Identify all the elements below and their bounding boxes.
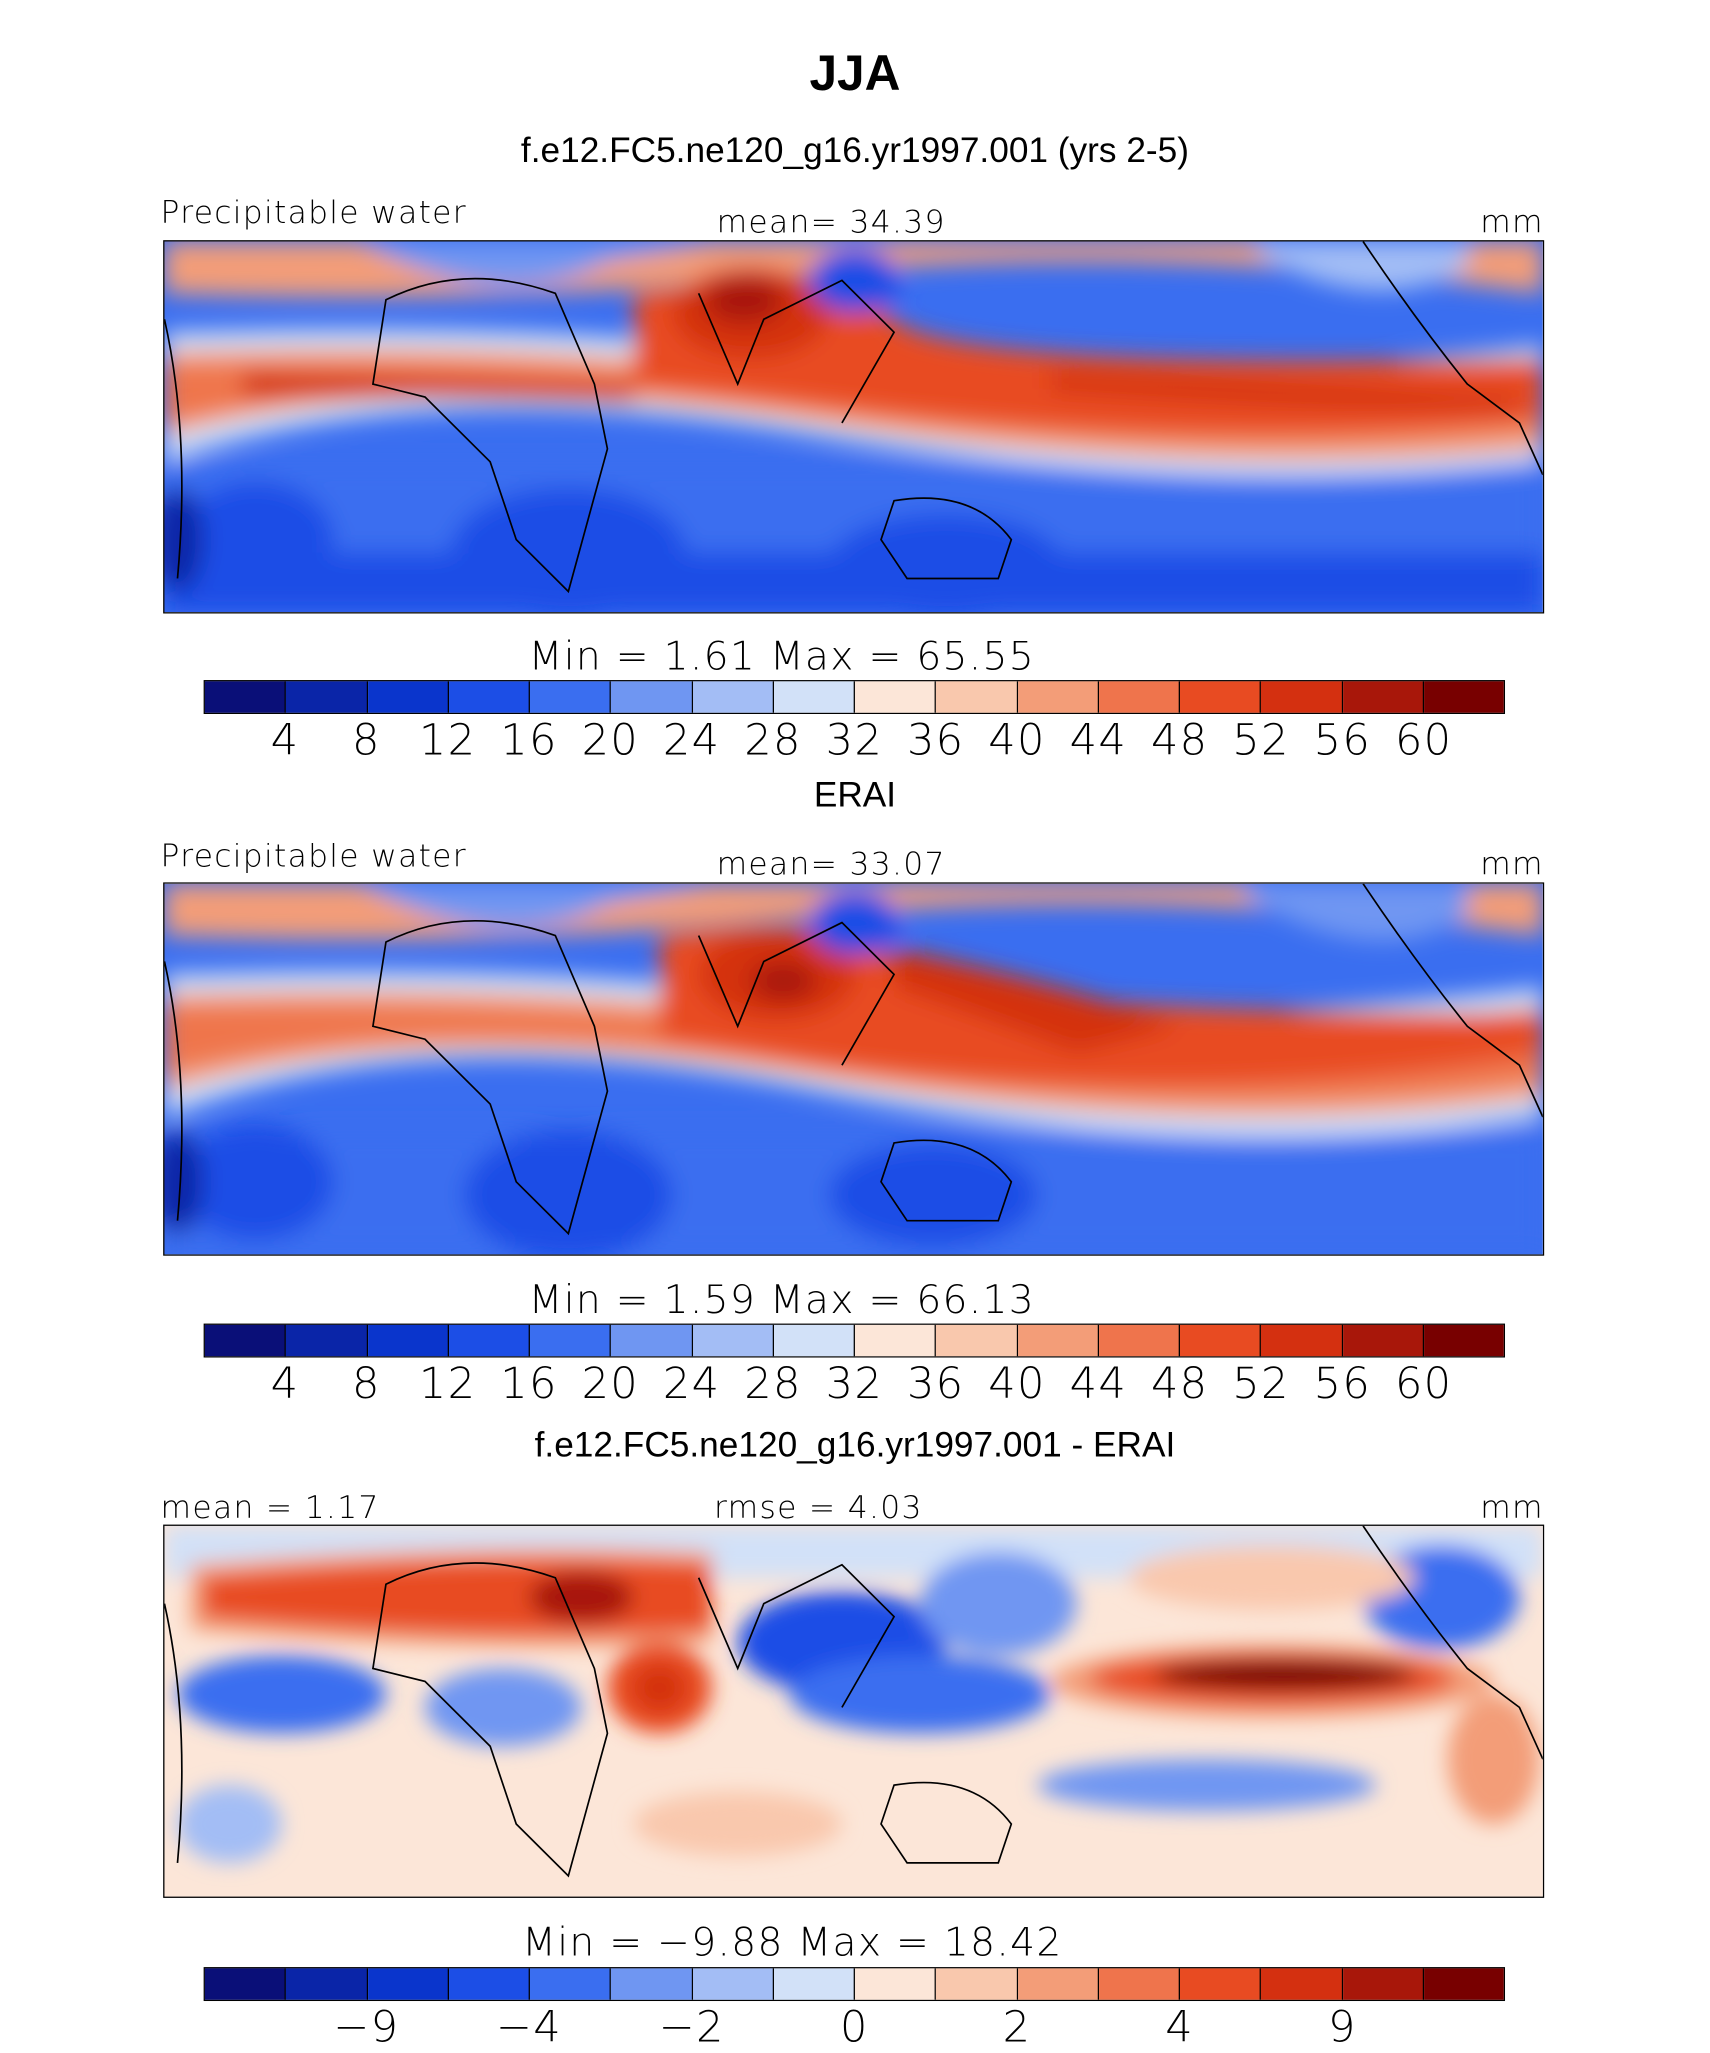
colorbar-tick: 28 bbox=[744, 713, 802, 765]
panel-3-coastlines bbox=[164, 1525, 1543, 1878]
colorbar-tick: 36 bbox=[906, 713, 965, 765]
colorbar-tick: 20 bbox=[581, 1357, 640, 1409]
panel-2-subtitle: ERAI bbox=[813, 775, 897, 815]
colorbar-tick: 8 bbox=[351, 713, 381, 765]
panel-3-mean-label: mean = 1.17 bbox=[160, 1489, 380, 1526]
colorbar-tick: 24 bbox=[662, 713, 721, 765]
colorbar-tick: 60 bbox=[1394, 713, 1453, 765]
panel-1-map bbox=[163, 240, 1545, 614]
panel-3-subtitle: f.e12.FC5.ne120_g16.yr1997.001 - ERAI bbox=[534, 1425, 1176, 1465]
panel-2-minmax: Min = 1.59 Max = 66.13 bbox=[528, 1277, 1035, 1324]
colorbar-tick: 4 bbox=[270, 1357, 300, 1409]
colorbar-tick: 48 bbox=[1150, 713, 1209, 765]
colorbar-tick: 24 bbox=[662, 1357, 721, 1409]
colorbar-tick: 56 bbox=[1313, 1357, 1372, 1409]
colorbar-tick: 4 bbox=[1165, 2001, 1195, 2052]
panel-1-subtitle: f.e12.FC5.ne120_g16.yr1997.001 (yrs 2-5) bbox=[520, 130, 1190, 170]
panel-2-variable-label: Precipitable water bbox=[160, 838, 467, 875]
panel-1-units-label: mm bbox=[1480, 203, 1544, 241]
panel-3-rmse-label: rmse = 4.03 bbox=[713, 1489, 923, 1526]
colorbar-tick: 12 bbox=[418, 1357, 477, 1409]
panel-3-colorbar-ticks: −9 −4 −2 0 2 4 9 bbox=[204, 2001, 1505, 2053]
colorbar-tick: 40 bbox=[988, 713, 1046, 765]
colorbar-tick: −4 bbox=[495, 2001, 563, 2052]
panel-2-map bbox=[163, 882, 1545, 1256]
panel-2-coastlines bbox=[164, 883, 1543, 1236]
colorbar-tick: 52 bbox=[1232, 1357, 1290, 1409]
panel-1-minmax: Min = 1.61 Max = 65.55 bbox=[528, 634, 1035, 681]
colorbar-tick: 44 bbox=[1069, 713, 1128, 765]
colorbar-tick: 44 bbox=[1069, 1357, 1128, 1409]
panel-2-units-label: mm bbox=[1480, 845, 1544, 883]
panel-1-colorbar bbox=[203, 680, 1506, 714]
colorbar-tick: −2 bbox=[658, 2001, 725, 2052]
panel-3-units-label: mm bbox=[1480, 1489, 1544, 1526]
colorbar-tick: 2 bbox=[1002, 2001, 1032, 2052]
panel-3-colorbar bbox=[203, 1967, 1506, 2002]
colorbar-tick: 32 bbox=[825, 713, 884, 765]
colorbar-tick: 48 bbox=[1150, 1357, 1209, 1409]
panel-2-colorbar bbox=[203, 1323, 1506, 1358]
colorbar-tick: 32 bbox=[825, 1357, 884, 1409]
panel-1-field bbox=[164, 241, 1543, 613]
panel-2-field bbox=[164, 883, 1543, 1255]
colorbar-tick: 56 bbox=[1313, 713, 1372, 765]
panel-3-minmax: Min = −9.88 Max = 18.42 bbox=[522, 1920, 1063, 1966]
colorbar-tick: 40 bbox=[988, 1357, 1046, 1409]
panel-1-coastlines bbox=[164, 241, 1543, 594]
panel-1-variable-label: Precipitable water bbox=[160, 194, 467, 232]
colorbar-tick: −9 bbox=[333, 2001, 400, 2052]
colorbar-tick: 4 bbox=[270, 713, 300, 765]
colorbar-tick: 20 bbox=[581, 713, 640, 765]
colorbar-tick: 12 bbox=[418, 713, 477, 765]
figure-title: JJA bbox=[809, 46, 901, 102]
colorbar-tick: 8 bbox=[351, 1357, 381, 1409]
colorbar-tick: 16 bbox=[500, 1357, 558, 1409]
panel-3-map bbox=[163, 1524, 1545, 1898]
colorbar-tick: 9 bbox=[1327, 2001, 1357, 2052]
panel-2-colorbar-ticks: 4 8 12 16 20 24 28 32 36 40 44 48 52 56 … bbox=[204, 1358, 1505, 1410]
colorbar-tick: 28 bbox=[744, 1357, 802, 1409]
colorbar-tick: 0 bbox=[839, 2001, 869, 2052]
colorbar-tick: 36 bbox=[906, 1357, 965, 1409]
colorbar-tick: 52 bbox=[1232, 713, 1290, 765]
panel-1-colorbar-ticks: 4 8 12 16 20 24 28 32 36 40 44 48 52 56 … bbox=[204, 714, 1505, 766]
panel-2-mean-label: mean= 33.07 bbox=[716, 845, 946, 883]
colorbar-tick: 16 bbox=[500, 713, 558, 765]
colorbar-tick: 60 bbox=[1394, 1357, 1453, 1409]
panel-1-mean-label: mean= 34.39 bbox=[716, 203, 946, 241]
panel-3-field bbox=[164, 1525, 1543, 1897]
